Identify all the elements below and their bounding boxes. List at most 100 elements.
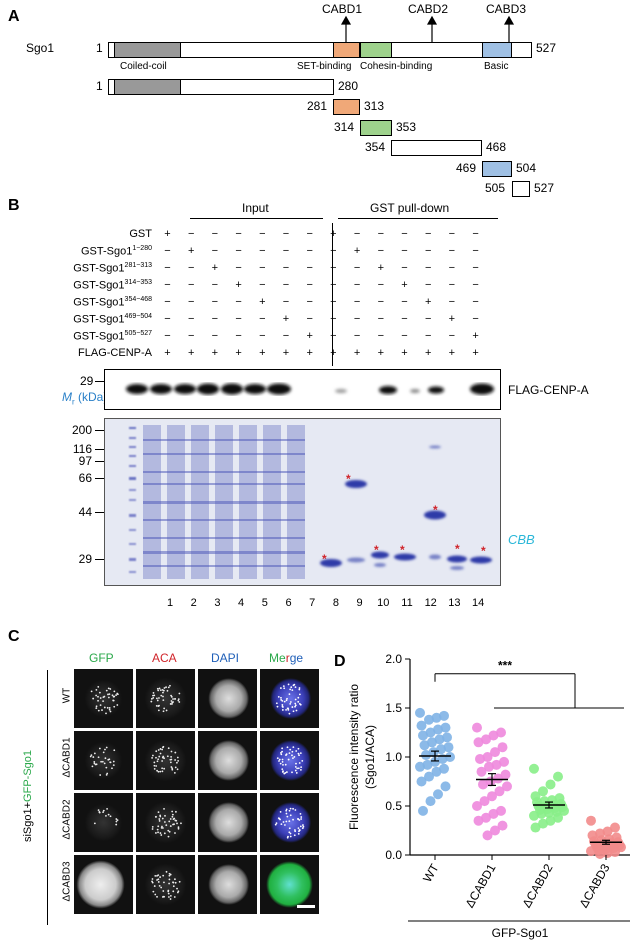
data-point [425,727,436,738]
lane-number: 4 [238,597,245,609]
data-point [419,740,430,751]
row-name: GST-Sgo1 [80,245,133,258]
sgo1-start: 1 [96,41,103,55]
lane-number: 6 [285,597,292,609]
data-point [482,752,493,762]
sign-cell: − [235,228,242,240]
row-label-3: ΔCABD3 [61,861,73,902]
data-point [497,820,508,831]
divider-line [332,223,333,366]
data-point [479,796,490,807]
sign-cell: − [282,279,290,291]
sign-cell: − [211,279,219,291]
data-point [586,815,596,826]
mw-tick [95,430,104,431]
sign-cell: + [330,228,337,240]
panel-d-label: D [334,653,346,670]
basic-label: Basic [484,61,509,72]
pulldown-header: GST pull-down [370,201,450,215]
sign-cell: − [187,262,195,274]
sign-cell: − [282,330,290,342]
frag2-start: 281 [307,99,328,113]
lane-number: 7 [309,597,316,609]
data-point [482,830,493,841]
sign-cell: − [211,245,219,257]
data-point [499,756,509,767]
data-point [424,714,434,725]
frag3-start: 314 [334,120,355,134]
star-marker: * [400,543,405,557]
speckles [93,808,119,826]
sign-cell: + [330,347,337,359]
sign-cell: − [448,262,456,274]
data-point [530,822,541,833]
coiled-coil-domain [114,42,181,58]
star-marker: * [374,543,379,557]
star-marker: * [455,542,460,556]
data-point [529,810,539,821]
sign-cell: − [259,313,266,325]
sign-cell: − [353,313,361,325]
sign-cell: + [235,279,242,291]
sign-cell: − [187,279,195,291]
data-point [481,734,491,745]
sign-cell: − [187,296,195,308]
data-point [481,812,491,823]
sign-cell: − [164,313,171,325]
lane-number: 11 [401,597,413,609]
scatter-chart: 0.0 0.5 1.0 1.5 2.0 Fluorescence intensity ra… [347,652,630,940]
sign-cell: − [330,296,337,308]
frag5-bar [482,161,512,177]
row-label-6: GST-Sgo1505−527 [73,330,152,343]
micrograph-cell [259,792,320,853]
row-label-0: GST [129,228,152,240]
sign-cell: − [187,313,195,325]
data-point [431,766,442,777]
sign-cell: − [259,245,266,257]
sign-cell: + [282,347,290,359]
sign-cell: − [424,228,432,240]
row-label-1: GST-Sgo11−280 [81,245,152,258]
sign-cell: − [472,245,479,257]
micrograph-cell [197,792,258,853]
panel-b-label: B [8,197,20,214]
mw-tick [95,559,104,560]
star-marker: * [433,503,438,517]
merge-e1: e [279,651,286,665]
row-label-7: FLAG-CENP-A [78,347,152,359]
data-point [544,807,554,818]
data-point [496,727,506,738]
lane-number: 14 [471,597,485,609]
sign-cell: − [164,262,171,274]
x-tick-label: ΔCABD2 [519,861,555,910]
data-point [418,730,428,741]
data-point [553,771,563,782]
sign-cell: − [448,279,456,291]
sign-cell: − [235,313,242,325]
data-point [473,815,484,826]
data-point [431,712,442,723]
data-point [494,786,505,797]
data-point [545,815,556,826]
sign-cell: + [282,313,290,325]
merge-m: M [269,651,279,665]
micrograph-cell [259,668,320,729]
data-point [602,826,613,837]
data-point [443,742,454,753]
y-axis-label: Fluorescence intensity ratio [347,684,361,830]
sign-cell: − [211,296,219,308]
sign-cell: − [401,262,408,274]
frag1-coiled [114,79,181,95]
sign-cell: − [282,228,290,240]
sign-cell: − [353,330,361,342]
sign-cell: + [424,296,432,308]
row-label-1: ΔCABD1 [61,737,73,778]
data-point [421,750,431,761]
y-tick-label: 0.5 [385,799,402,813]
merge-r: r [285,651,290,665]
sign-cell: − [187,330,195,342]
sign-cell: − [377,330,385,342]
sign-cell: + [353,245,361,257]
sign-cell: + [259,296,266,308]
frag4-start: 354 [365,140,386,154]
